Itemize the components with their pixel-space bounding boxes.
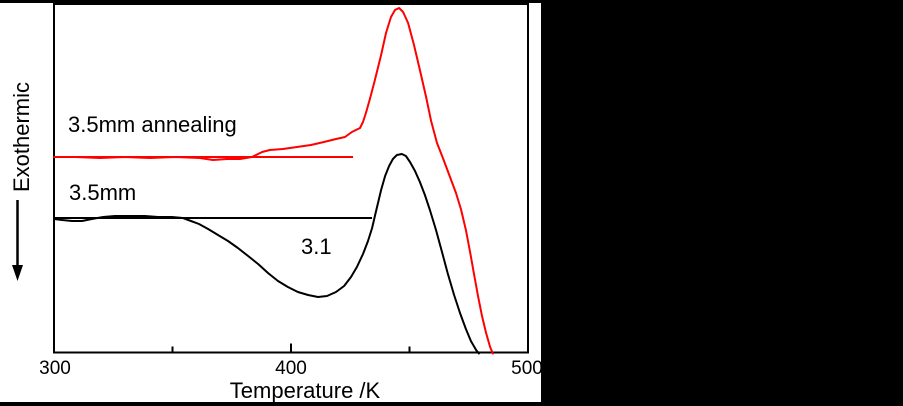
x-axis-label: Temperature /K: [229, 378, 381, 403]
black-side-panel: [541, 0, 903, 406]
x-tick-label-300: 300: [39, 358, 71, 379]
curve-label-annealing: 3.5mm annealing: [68, 112, 237, 137]
exothermic-arrow-icon: [12, 200, 23, 281]
top-border: [0, 0, 903, 3]
curve-annealing: [53, 7, 494, 355]
x-tick-label-400: 400: [275, 358, 307, 379]
x-tick-label-500: 500: [511, 358, 543, 379]
dip-annotation: 3.1: [301, 234, 332, 259]
bottom-border: [0, 402, 903, 406]
y-axis-label: Exothermic: [9, 81, 34, 193]
curve-asquenched: [53, 153, 480, 355]
curve-label-asquenched: 3.5mm: [69, 180, 137, 205]
plot-frame: [53, 3, 529, 354]
